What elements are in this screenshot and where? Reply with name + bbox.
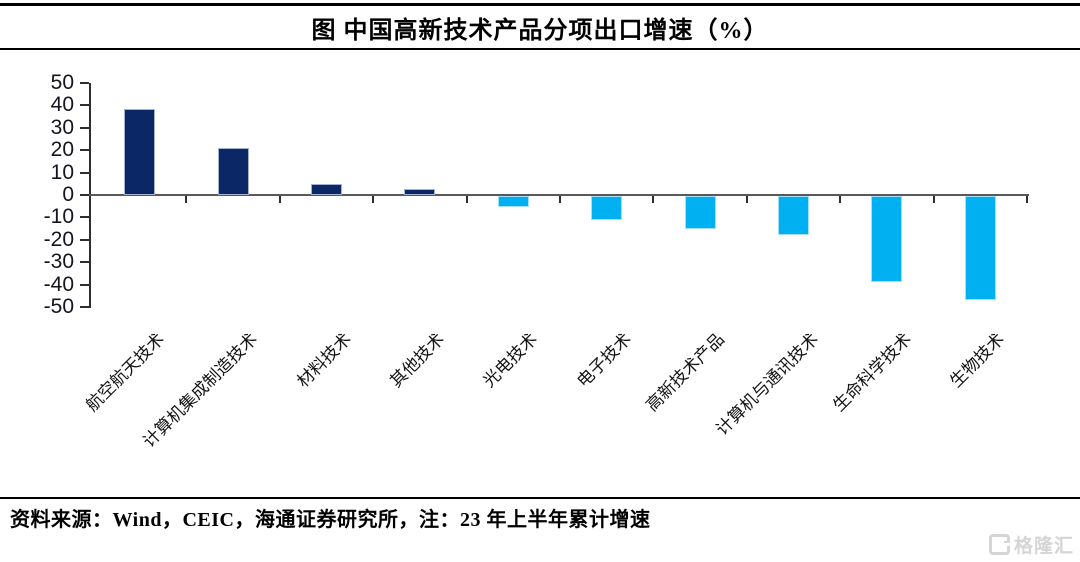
x-axis-label: 生命科学技术	[829, 329, 915, 416]
bar-电子技术	[591, 196, 623, 220]
watermark-text: 格隆汇	[1013, 536, 1074, 557]
source-note: 资料来源：Wind，CEIC，海通证券研究所，注：23 年上半年累计增速	[10, 509, 651, 531]
x-axis-label: 高新技术产品	[642, 329, 729, 416]
y-axis-tick	[80, 126, 89, 129]
y-axis-tick-label: 30	[50, 115, 74, 139]
x-axis-zero-line	[89, 194, 1029, 196]
title-bottom-divider	[0, 48, 1080, 50]
bar-计算机集成制造技术	[217, 147, 249, 195]
x-axis-tick	[1026, 196, 1028, 203]
y-axis-tick	[80, 194, 89, 196]
x-axis-tick	[278, 196, 281, 203]
title-top-divider	[0, 3, 1080, 6]
x-axis-tick	[465, 196, 468, 203]
bar-chart: 50 40 30 20 10 0 -10 -20 -30 -40 -50 航空航天技术 计算机集成制造技…	[43, 71, 1029, 451]
x-axis-label: 电子技术	[573, 329, 635, 392]
y-axis-tick	[80, 171, 89, 174]
footer-divider	[0, 497, 1080, 499]
y-axis-tick	[80, 238, 89, 241]
y-axis-tick-label: -10	[43, 205, 74, 229]
y-axis-tick-label: 40	[50, 93, 74, 117]
x-axis-label: 材料技术	[292, 329, 355, 392]
watermark: 格隆汇	[988, 531, 1074, 558]
x-axis-tick	[839, 196, 842, 203]
x-axis-tick	[652, 196, 655, 203]
gelonghui-logo-icon	[988, 534, 1010, 555]
y-axis-tick-label: 20	[50, 138, 74, 162]
bar-航空航天技术	[124, 108, 156, 195]
x-axis-tick	[932, 196, 935, 203]
y-axis-tick-label: -40	[43, 272, 74, 296]
y-axis-tick	[80, 149, 89, 152]
bar-光电技术	[497, 196, 529, 207]
x-axis-label: 航空航天技术	[82, 329, 168, 416]
y-axis-tick	[80, 283, 89, 286]
chart-title: 图 中国高新技术产品分项出口增速（%）	[311, 18, 769, 44]
y-axis-tick	[80, 306, 89, 308]
x-axis-tick	[185, 196, 188, 203]
bar-材料技术	[311, 183, 342, 195]
x-axis-tick	[745, 196, 748, 203]
x-axis-tick	[372, 196, 375, 203]
y-axis-tick-label: -30	[43, 250, 74, 274]
y-axis-tick	[80, 104, 89, 107]
bar-计算机与通讯技术	[778, 196, 809, 236]
bar-高新技术产品	[684, 196, 716, 229]
x-axis-label: 生物技术	[946, 329, 1009, 392]
y-axis-tick-label: -20	[43, 227, 74, 251]
y-axis-tick	[80, 216, 89, 219]
x-axis-label: 光电技术	[479, 329, 542, 392]
y-axis-tick-label: 50	[50, 71, 74, 94]
y-axis-tick-label: 10	[50, 160, 74, 184]
y-axis-tick	[80, 82, 89, 84]
y-axis-tick-label: 0	[62, 183, 74, 206]
y-axis-tick	[80, 261, 89, 264]
bar-生命科学技术	[871, 196, 903, 283]
bar-其他技术	[404, 188, 436, 195]
x-axis-tick	[559, 196, 561, 203]
bar-生物技术	[964, 196, 996, 301]
x-axis-label: 其他技术	[386, 329, 448, 392]
y-axis-tick-label: -50	[43, 295, 74, 318]
